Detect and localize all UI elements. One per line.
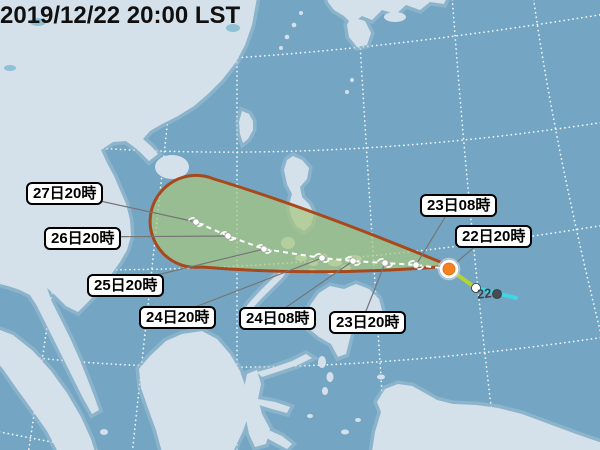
forecast-time-label: 25日20時 xyxy=(87,274,165,297)
landmass xyxy=(0,330,95,450)
past-track-day-label: 22 xyxy=(476,285,493,302)
forecast-time-label: 24日20時 xyxy=(139,306,217,329)
landmass xyxy=(372,384,600,450)
landmass xyxy=(327,0,446,24)
island xyxy=(341,429,349,435)
island xyxy=(326,372,334,382)
island xyxy=(345,90,349,94)
landmass xyxy=(243,370,270,447)
island xyxy=(350,78,354,82)
past-position-dot xyxy=(471,283,481,293)
island xyxy=(155,155,189,179)
landmass xyxy=(347,17,371,47)
typhoon-swirl-icon xyxy=(188,217,204,227)
forecast-time-label: 22日20時 xyxy=(455,225,533,248)
island xyxy=(307,414,313,418)
typhoon-swirl-icon xyxy=(408,260,424,270)
landmass xyxy=(263,429,292,449)
landmass xyxy=(244,271,285,311)
forecast-time-label: 23日20時 xyxy=(329,311,407,334)
landmass xyxy=(0,0,257,414)
forecast-time-label: 26日20時 xyxy=(44,227,122,250)
island xyxy=(291,22,297,28)
forecast-time-label: 27日20時 xyxy=(26,182,104,205)
past-position-dot xyxy=(492,289,502,299)
landmass xyxy=(139,331,250,450)
forecast-time-label: 23日08時 xyxy=(420,194,498,217)
landmass xyxy=(258,399,290,413)
lake xyxy=(226,24,240,32)
typhoon-swirl-icon xyxy=(345,256,361,266)
landmass xyxy=(257,354,312,377)
typhoon-swirl-icon xyxy=(377,258,393,268)
island xyxy=(284,34,290,40)
island xyxy=(100,429,108,435)
island xyxy=(322,387,328,395)
lake xyxy=(4,65,16,71)
storm-center-dot xyxy=(437,257,461,281)
landmass xyxy=(239,111,253,143)
island xyxy=(384,12,406,22)
island xyxy=(279,46,283,50)
forecast-time-label: 24日08時 xyxy=(239,307,317,330)
typhoon-swirl-icon xyxy=(256,244,272,254)
island xyxy=(377,374,385,380)
island xyxy=(299,11,303,15)
typhoon-swirl-icon xyxy=(220,231,236,241)
lake xyxy=(30,18,46,26)
island xyxy=(355,418,361,422)
typhoon-swirl-icon xyxy=(314,253,330,263)
map-timestamp: 2019/12/22 20:00 LST xyxy=(0,2,241,29)
island xyxy=(318,356,326,368)
